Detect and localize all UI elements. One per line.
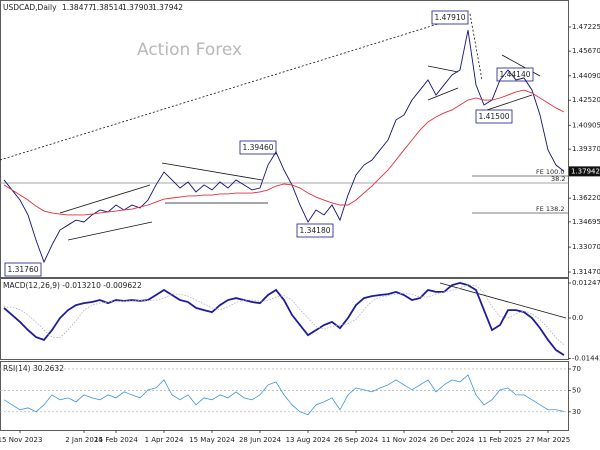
y-tick-label: 1.31470 — [572, 268, 600, 276]
series-line — [3, 374, 565, 416]
x-tick-label: 2 Jan 2024 — [65, 436, 103, 444]
annotation: 1.31760 — [7, 265, 38, 274]
y-tick-label: 0.0 — [572, 314, 583, 322]
x-tick-label: 15 May 2024 — [189, 436, 235, 444]
x-tick-label: 15 Feb 2024 — [94, 436, 138, 444]
y-tick-label: 70 — [572, 365, 581, 373]
annotation: 1.39460 — [242, 143, 273, 152]
high: 1.38514 — [92, 3, 123, 12]
rsi-title: RSI(14) 30.2632 — [3, 364, 64, 373]
trend-lines — [0, 13, 568, 319]
y-tick-label: 1.36220 — [572, 194, 600, 202]
series-line — [3, 89, 565, 216]
symbol: USDCAD,Daily — [3, 3, 57, 12]
last-price-label: 1.37942 — [571, 167, 600, 175]
annotation: 1.44140 — [499, 70, 530, 79]
x-tick-label: 26 Sep 2024 — [334, 436, 379, 444]
annotation: 1.47910 — [434, 13, 465, 22]
y-tick-label: 1.42520 — [572, 96, 600, 104]
x-tick-label: 15 Nov 2023 — [0, 436, 42, 444]
series-line — [3, 29, 565, 264]
y-tick-label: 30 — [572, 408, 581, 416]
series-line — [3, 284, 565, 346]
x-tick-label: 27 Mar 2025 — [526, 436, 570, 444]
y-tick-label: 50 — [572, 386, 581, 394]
fib-label: 38.2 — [551, 175, 565, 183]
macd-title: MACD(12,26,9) -0.013210 -0.009622 — [3, 281, 142, 290]
y-tick-label: 1.33070 — [572, 243, 600, 251]
x-tick-label: 28 Jun 2024 — [239, 436, 282, 444]
y-tick-label: 1.45670 — [572, 47, 600, 55]
x-tick-label: 11 Nov 2024 — [382, 436, 427, 444]
x-tick-label: 1 Apr 2024 — [145, 436, 184, 444]
open: 1.38477 — [62, 3, 93, 12]
y-tick-label: -0.014433 — [572, 355, 600, 363]
y-tick-label: 1.40905 — [572, 121, 600, 129]
panel-frames — [0, 0, 569, 431]
y-tick-label: 1.44090 — [572, 72, 600, 80]
x-tick-label: 13 Aug 2024 — [286, 436, 331, 444]
close: 1.37942 — [152, 3, 183, 12]
y-tick-label: 1.47225 — [572, 23, 600, 31]
y-tick-label: 1.34695 — [572, 218, 600, 226]
x-tick-label: 11 Feb 2025 — [478, 436, 522, 444]
watermark: Action Forex — [137, 40, 242, 60]
y-tick-label: 1.39370 — [572, 145, 600, 153]
y-tick-label: 0.012474 — [572, 279, 600, 287]
x-tick-label: 26 Dec 2024 — [430, 436, 475, 444]
low: 1.37903 — [122, 3, 153, 12]
fib-label: FE 100.0 — [536, 168, 565, 176]
annotation: 1.34180 — [299, 226, 330, 235]
fib-label: FE 138.2 — [536, 205, 565, 213]
annotation-boxes — [4, 10, 534, 277]
series-line — [3, 281, 565, 356]
last-price-box — [569, 166, 600, 177]
annotation: 1.41500 — [478, 112, 509, 121]
